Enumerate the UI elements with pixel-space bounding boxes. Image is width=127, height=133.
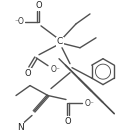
Text: O⁻: O⁻ [51,65,61,74]
Text: ⁻O: ⁻O [14,17,24,26]
Text: N: N [17,123,23,132]
Text: C: C [57,37,63,46]
Text: O⁻: O⁻ [85,99,95,108]
Text: O: O [36,1,42,11]
Text: O: O [65,117,71,126]
Text: O: O [25,69,31,78]
